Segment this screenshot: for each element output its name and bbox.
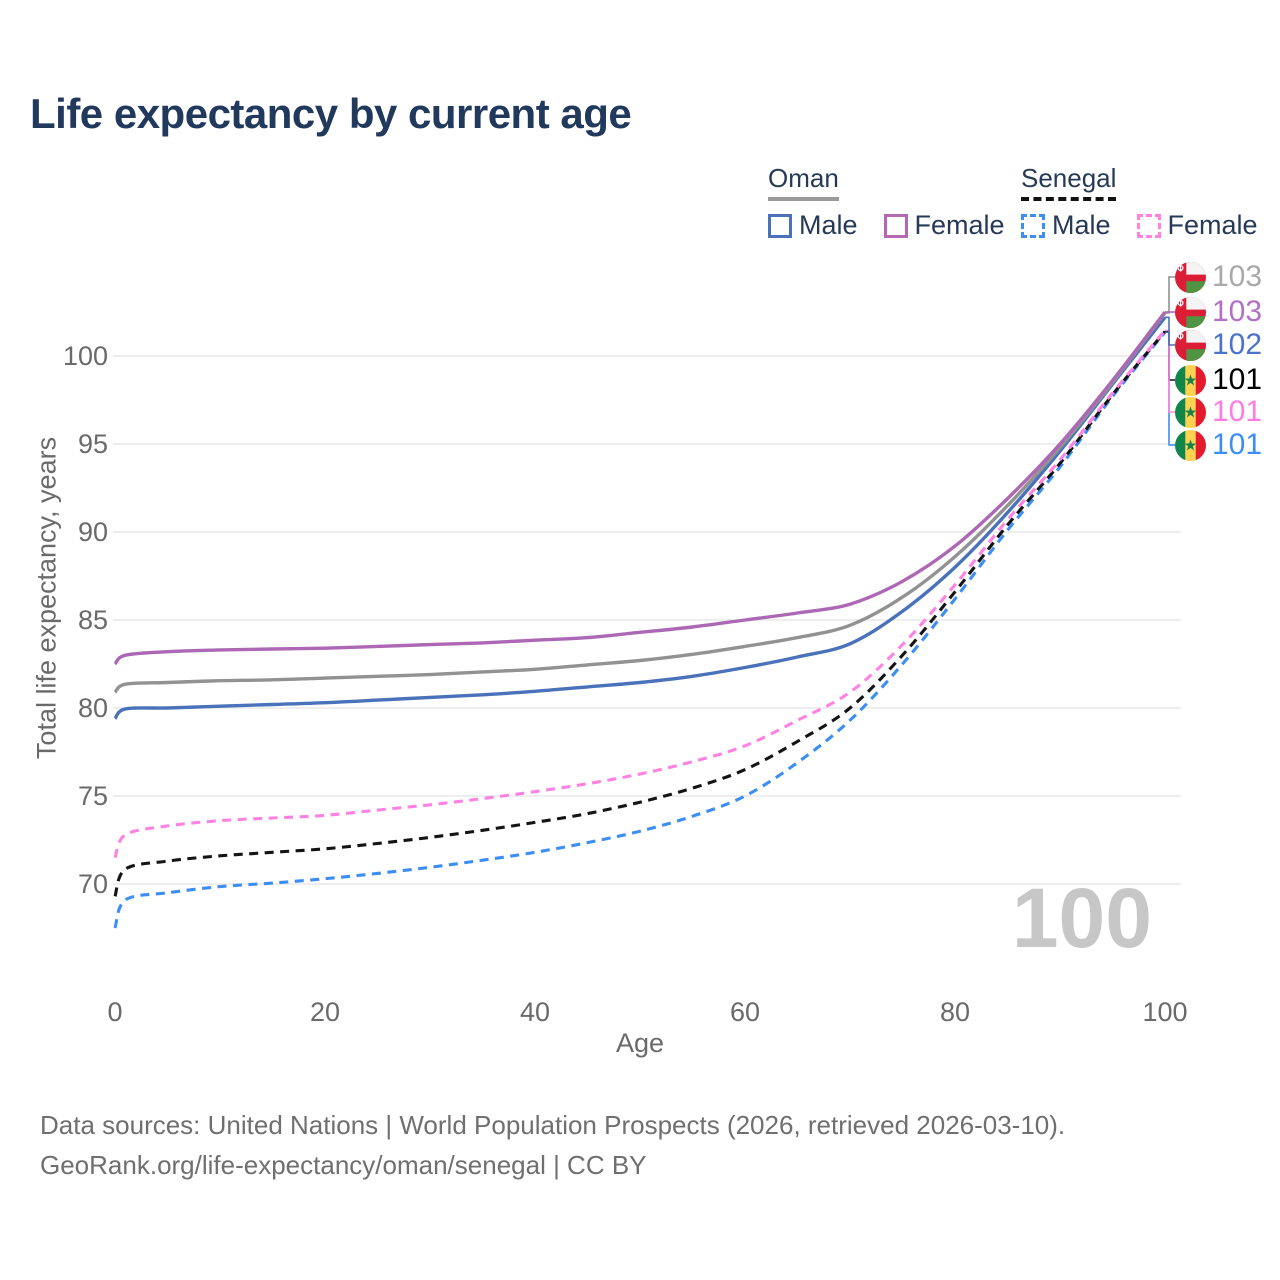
leader-line-4	[1165, 329, 1175, 413]
oman-flag-icon	[1175, 296, 1206, 328]
series-line-oman-both-sexes	[113, 311, 1167, 694]
y-tick-95: 95	[78, 429, 108, 459]
footer-sources: Data sources: United Nations | World Pop…	[40, 1110, 1066, 1140]
senegal-flag-icon	[1175, 396, 1206, 428]
x-tick-60: 60	[730, 997, 760, 1027]
legend-group-oman: Oman Male Female	[768, 163, 1005, 241]
end-label-row-senegal-male: 101	[1175, 429, 1262, 461]
end-label-row-senegal-both: 101	[1175, 364, 1262, 396]
legend-item-label: Male	[1052, 210, 1111, 240]
senegal-male-swatch-icon	[1021, 213, 1045, 238]
end-label-value: 102	[1212, 328, 1263, 361]
end-label-row-oman-male: 102	[1175, 329, 1262, 361]
current-age-indicator: 100	[1011, 871, 1152, 965]
end-label-value: 101	[1212, 395, 1263, 428]
y-tick-70: 70	[78, 869, 108, 899]
y-tick-100: 100	[63, 341, 108, 371]
y-tick-90: 90	[78, 517, 108, 547]
legend-oman-title: Oman	[768, 163, 839, 201]
legend-item-senegal-female[interactable]: Female	[1136, 210, 1258, 241]
series-line-senegal-female	[113, 329, 1167, 859]
end-label-value: 103	[1212, 260, 1263, 293]
oman-flag-icon	[1175, 261, 1206, 293]
y-tick-85: 85	[78, 605, 108, 635]
oman-flag-icon	[1175, 329, 1206, 361]
y-tick-80: 80	[78, 693, 108, 723]
x-tick-0: 0	[107, 997, 122, 1027]
legend-senegal-items: Male Female	[1021, 210, 1258, 241]
end-label-row-oman-female: 103	[1175, 296, 1262, 328]
series-line-senegal-male	[113, 331, 1167, 929]
legend-group-senegal: Senegal Male Female	[1021, 163, 1258, 241]
leader-line-2	[1165, 316, 1175, 346]
senegal-female-swatch-icon	[1136, 213, 1161, 238]
legend-item-label: Female	[914, 210, 1005, 240]
x-axis-title: Age	[615, 1028, 665, 1058]
leader-line-0	[1165, 276, 1175, 314]
legend-item-label: Female	[1167, 210, 1258, 240]
leader-line-5	[1165, 331, 1175, 446]
oman-male-swatch-icon	[768, 213, 792, 238]
x-tick-80: 80	[940, 997, 970, 1027]
legend-item-oman-female[interactable]: Female	[883, 210, 1005, 241]
end-label-value: 101	[1212, 363, 1263, 396]
legend-item-oman-male[interactable]: Male	[768, 210, 858, 241]
senegal-flag-icon	[1175, 364, 1206, 396]
series-line-oman-male	[113, 316, 1167, 720]
end-label-value: 103	[1212, 295, 1263, 328]
end-label-value: 101	[1212, 428, 1263, 461]
x-tick-20: 20	[310, 997, 340, 1027]
footer-attribution: GeoRank.org/life-expectancy/oman/senegal…	[40, 1150, 647, 1180]
legend-senegal-title: Senegal	[1021, 163, 1117, 201]
page-title: Life expectancy by current age	[30, 90, 632, 137]
series-line-oman-female	[113, 310, 1167, 666]
series-line-senegal-both-sexes	[113, 330, 1167, 897]
y-tick-75: 75	[78, 781, 108, 811]
legend-oman-items: Male Female	[768, 210, 1005, 241]
legend-item-senegal-male[interactable]: Male	[1021, 210, 1111, 241]
end-label-row-oman-both: 103	[1175, 261, 1262, 293]
end-label-row-senegal-female: 101	[1175, 396, 1262, 428]
y-axis-title: Total life expectancy, years	[31, 436, 62, 760]
x-tick-40: 40	[520, 997, 550, 1027]
legend-item-label: Male	[799, 210, 858, 240]
oman-female-swatch-icon	[883, 213, 908, 238]
senegal-flag-icon	[1175, 429, 1206, 461]
x-tick-100: 100	[1142, 997, 1187, 1027]
